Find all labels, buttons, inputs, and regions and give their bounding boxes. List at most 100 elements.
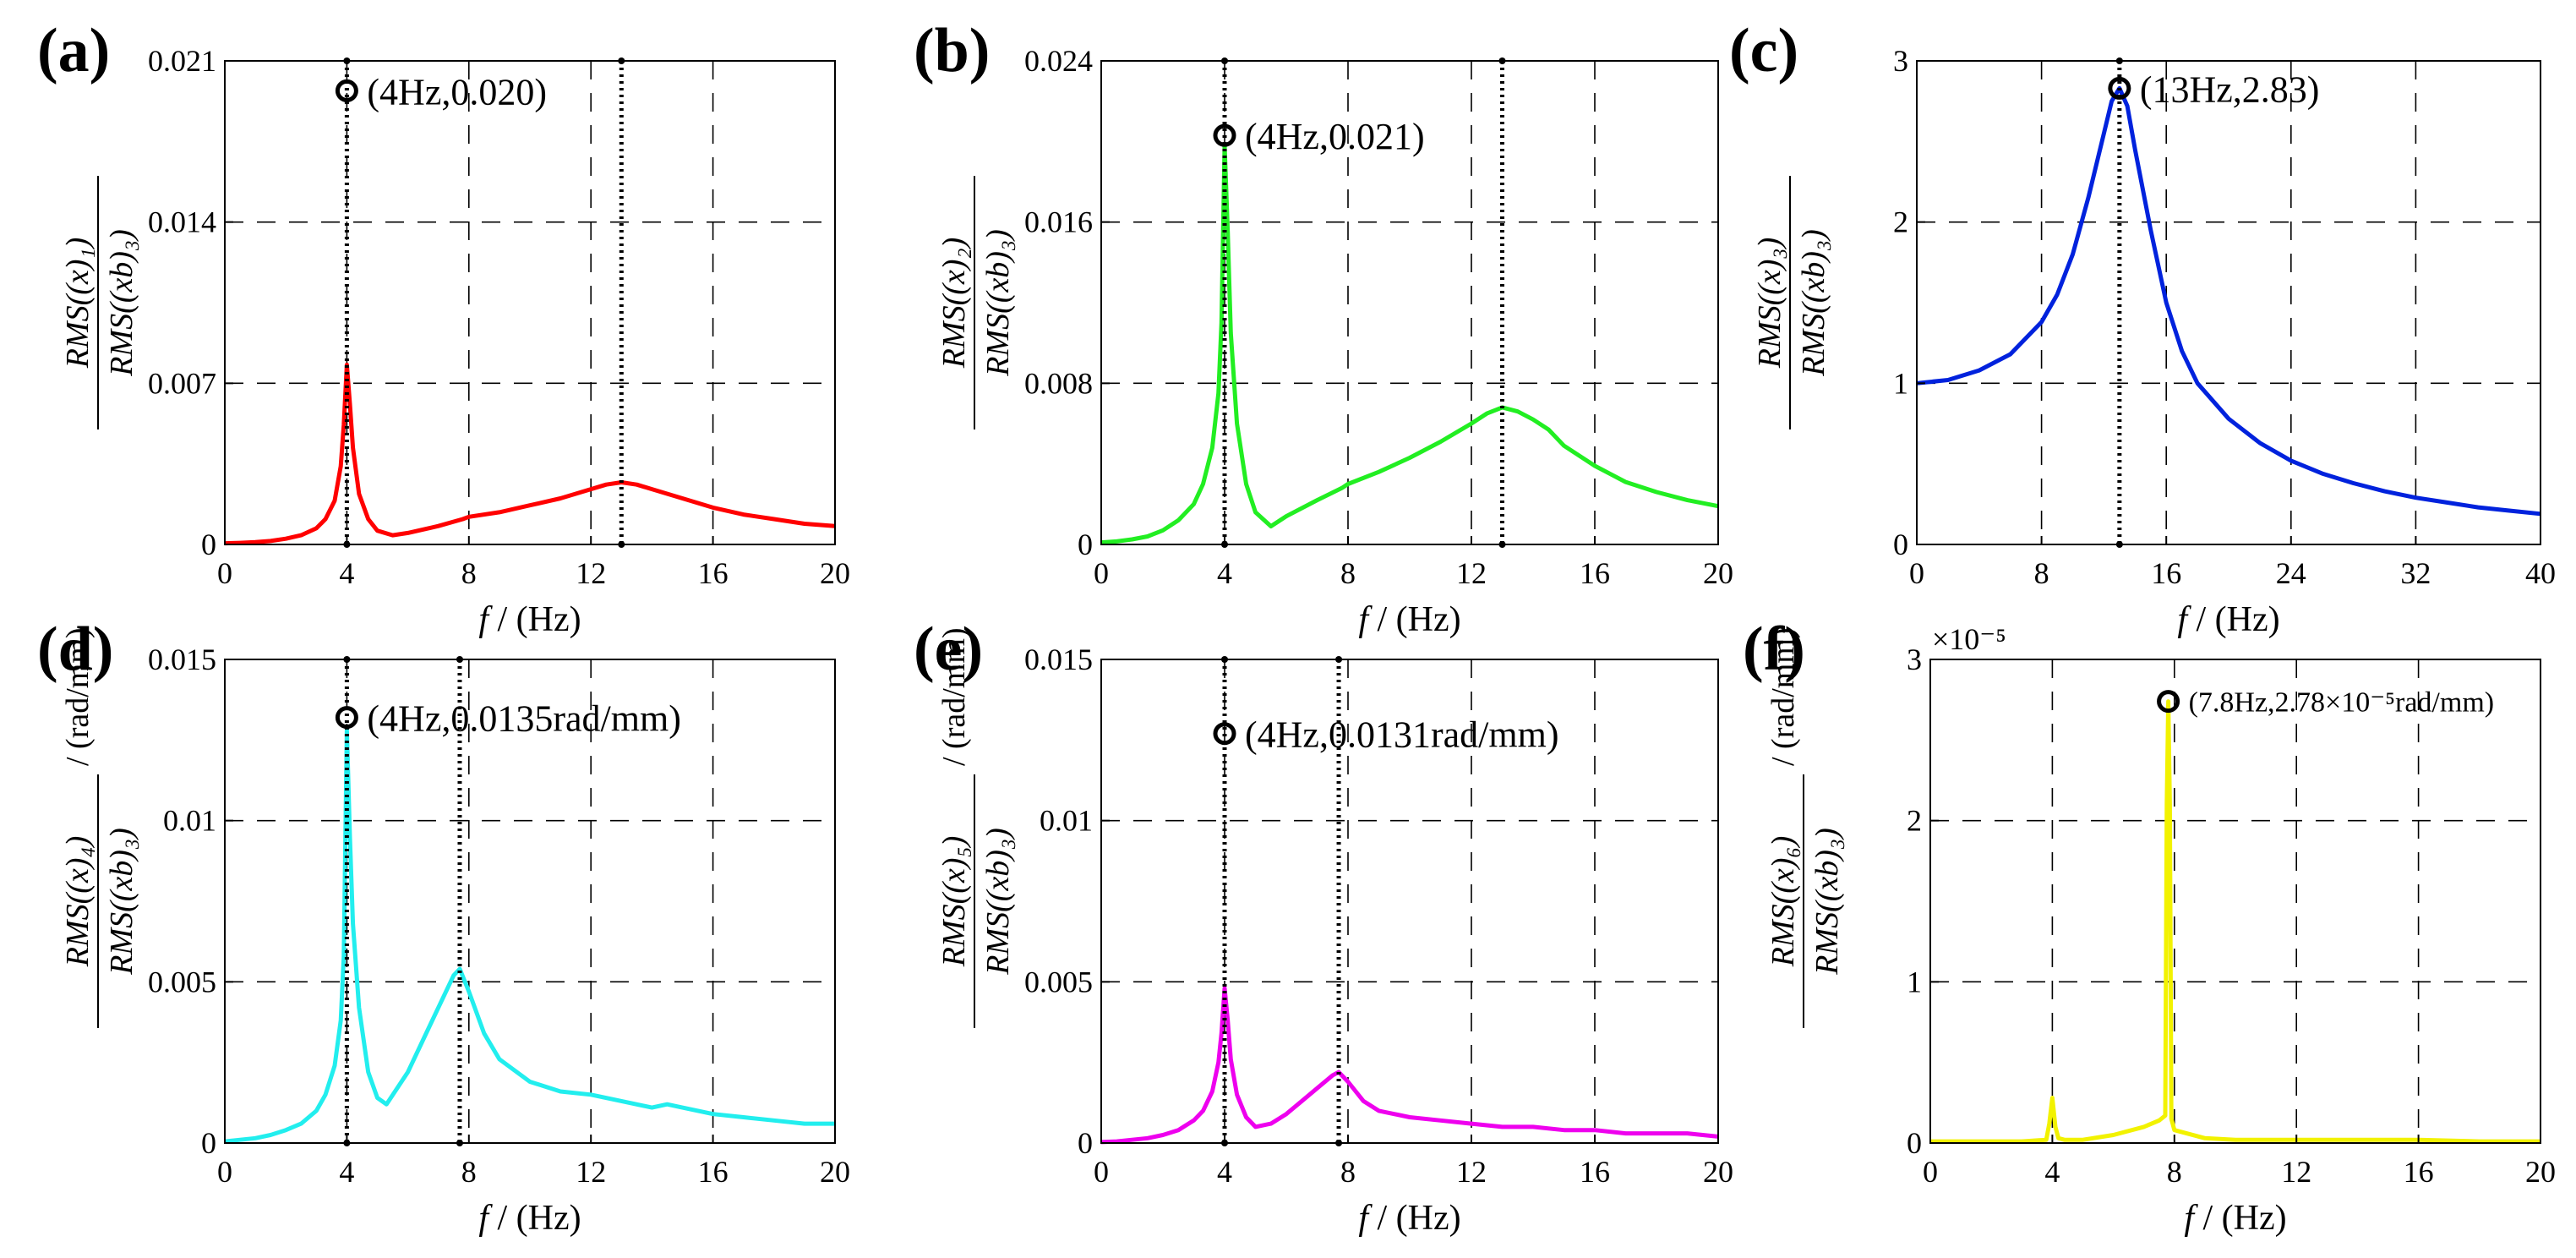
x-tick-label: 8 <box>1340 556 1356 590</box>
x-tick-label: 0 <box>1909 556 1924 590</box>
x-axis-label-unit: / (Hz) <box>488 600 581 639</box>
x-tick-label: 20 <box>2525 1155 2556 1189</box>
y-tick-label: 1 <box>1893 366 1908 400</box>
y-axis-label: RMS((x)₃) RMS((xb)₃) <box>1752 176 1831 429</box>
panel-e: 0 4 8 12 16 20 0 0.005 0.01 0.015 (4Hz,0.0131rad/m… <box>914 615 1733 1238</box>
x-tick-label: 12 <box>576 556 606 590</box>
series-line <box>1916 85 2541 517</box>
axes-frame <box>224 60 836 545</box>
x-tick-label: 12 <box>576 1155 606 1189</box>
panel-b: 0 4 8 12 16 20 0 0.008 0.016 0.024 (4Hz,0.021) (b) f… <box>914 16 1733 639</box>
x-axis-label: f / (Hz) <box>1358 600 1460 639</box>
panel-label: (d) <box>37 615 113 684</box>
panel-label: (a) <box>37 16 110 85</box>
y-tick-label: 0.021 <box>148 44 216 78</box>
x-tick-label: 8 <box>461 556 477 590</box>
peak-marker <box>335 79 358 102</box>
axes-frame <box>1916 60 2541 545</box>
x-tick-label: 16 <box>698 556 729 590</box>
y-tick-label: 0.014 <box>148 205 216 239</box>
x-tick-label: 4 <box>339 556 354 590</box>
y-tick-label: 0 <box>1893 528 1908 561</box>
x-tick-label: 40 <box>2525 556 2556 590</box>
x-tick-label: 20 <box>820 1155 850 1189</box>
series-line <box>1100 143 1719 545</box>
y-label-numerator: RMS((x)₅) <box>936 836 972 968</box>
y-axis-label: RMS((x)₅) RMS((xb)₃) / (rad/mm) <box>936 627 1016 1028</box>
x-tick-label: 20 <box>1703 556 1733 590</box>
y-tick-label: 2 <box>1893 205 1908 239</box>
axes-frame <box>224 659 836 1144</box>
y-axis-label: RMS((x)₁) RMS((xb)₃) <box>60 176 139 429</box>
panel-label: (e) <box>914 615 983 684</box>
panel-label: (f) <box>1743 615 1805 684</box>
y-tick-label: 3 <box>1893 44 1908 78</box>
y-label-denominator: RMS((xb)₃) <box>104 229 139 377</box>
y-tick-label: 0.007 <box>148 366 216 400</box>
panel-f: 0 4 8 12 16 200123×10⁻⁵(7.8Hz,2.78×10⁻⁵rad/mm… <box>1743 615 2556 1238</box>
y-axis-label: RMS((x)₄) RMS((xb)₃) / (rad/mm) <box>60 627 139 1028</box>
x-tick-label: 16 <box>2404 1155 2434 1189</box>
x-axis-label: f / (Hz) <box>1358 1199 1460 1238</box>
panel-label: (b) <box>914 16 990 85</box>
y-tick-label: 0.01 <box>1040 804 1093 838</box>
peak-marker <box>1213 722 1236 746</box>
x-tick-label: 4 <box>1217 556 1232 590</box>
y-axis-label: RMS((x)₆) RMS((xb)₃) / (rad/mm) <box>1766 627 1845 1028</box>
y-tick-label: 0 <box>201 1126 216 1160</box>
x-tick-label: 4 <box>1217 1155 1232 1189</box>
peak-annotation: (4Hz,0.020) <box>367 71 547 112</box>
y-label-numerator: RMS((x)₂) <box>936 238 972 369</box>
x-tick-label: 12 <box>2281 1155 2311 1189</box>
peak-marker <box>2108 76 2131 100</box>
y-label-unit: / (rad/mm) <box>60 627 96 766</box>
y-label-denominator: RMS((xb)₃) <box>1796 229 1831 377</box>
x-tick-label: 0 <box>1923 1155 1938 1189</box>
y-label-unit: / (rad/mm) <box>1766 627 1801 766</box>
y-label-denominator: RMS((xb)₃) <box>1809 828 1845 976</box>
peak-annotation: (7.8Hz,2.78×10⁻⁵rad/mm) <box>2189 687 2495 719</box>
x-tick-label: 24 <box>2276 556 2306 590</box>
panel-d: 0 4 8 12 16 20 0 0.005 0.01 0.015 (4Hz,0.0135rad/m… <box>37 615 850 1238</box>
plot-area <box>225 659 835 1143</box>
y-tick-label: 0 <box>1078 528 1093 561</box>
x-tick-label: 12 <box>1456 556 1487 590</box>
y-tick-label: 0 <box>1907 1126 1922 1160</box>
x-axis-label: f / (Hz) <box>2177 600 2279 639</box>
panel-label: (c) <box>1729 16 1798 85</box>
y-exponent-label: ×10⁻⁵ <box>1932 622 2006 656</box>
x-tick-label: 16 <box>2151 556 2181 590</box>
peak-annotation: (4Hz,0.021) <box>1245 116 1425 157</box>
plot-area <box>225 61 835 544</box>
x-tick-label: 0 <box>217 556 232 590</box>
y-label-numerator: RMS((x)₃) <box>1752 238 1787 369</box>
plot-area <box>1917 61 2541 544</box>
y-tick-label: 0.016 <box>1024 205 1093 239</box>
y-tick-label: 3 <box>1907 643 1922 676</box>
y-label-numerator: RMS((x)₄) <box>60 836 96 968</box>
x-axis-label-unit: / (Hz) <box>2187 600 2280 639</box>
axes-frame <box>1100 60 1719 545</box>
x-tick-label: 0 <box>1094 1155 1109 1189</box>
x-axis-label-unit: / (Hz) <box>488 1199 581 1238</box>
y-axis-label: RMS((x)₂) RMS((xb)₃) <box>936 176 1016 429</box>
peak-marker <box>1213 123 1236 147</box>
y-label-numerator: RMS((x)₆) <box>1766 836 1801 968</box>
plot-area <box>1930 659 2541 1143</box>
panel-c: 0 8 16 24 32 40 0 1 2 3 (13Hz,2.83) (c) f / (Hz) RMS(… <box>1729 16 2556 639</box>
y-tick-label: 0 <box>201 528 216 561</box>
y-tick-label: 2 <box>1907 804 1922 838</box>
x-tick-label: 20 <box>1703 1155 1733 1189</box>
y-tick-label: 0.005 <box>148 965 216 998</box>
x-axis-label-unit: / (Hz) <box>1368 600 1461 639</box>
y-label-numerator: RMS((x)₁) <box>60 238 96 369</box>
x-tick-label: 0 <box>1094 556 1109 590</box>
x-tick-label: 16 <box>698 1155 729 1189</box>
axes-frame <box>1100 659 1719 1144</box>
peak-marker <box>2157 690 2180 714</box>
plot-area <box>1101 61 1718 544</box>
x-tick-label: 8 <box>2167 1155 2182 1189</box>
series-line <box>224 363 836 546</box>
y-label-denominator: RMS((xb)₃) <box>980 229 1016 377</box>
